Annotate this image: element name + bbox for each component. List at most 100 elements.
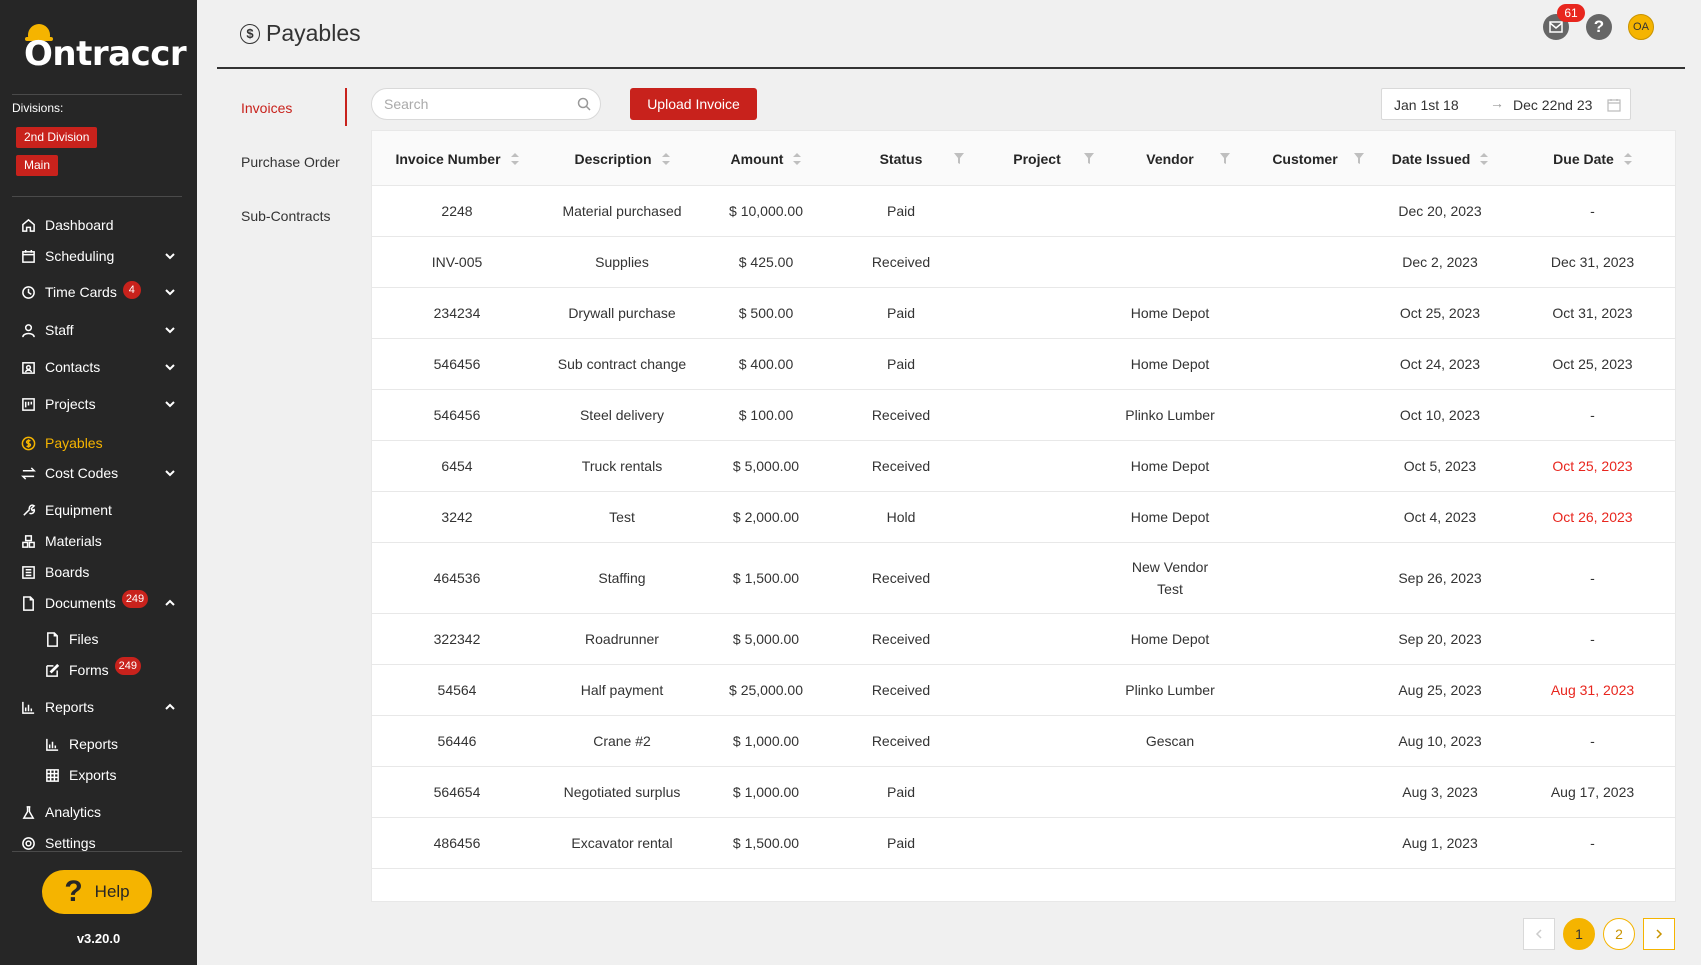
- table-row[interactable]: 486456 Excavator rental $ 1,500.00 Paid Aug …: [372, 818, 1675, 869]
- column-header[interactable]: Status: [830, 131, 972, 186]
- sidebar-item-projects[interactable]: Projects: [20, 392, 185, 416]
- sidebar-item-equipment[interactable]: Equipment: [20, 498, 185, 522]
- filter-icon[interactable]: [1084, 153, 1094, 164]
- table-row[interactable]: 546456 Sub contract change $ 400.00 Paid Hom…: [372, 339, 1675, 390]
- upload-invoice-button[interactable]: Upload Invoice: [630, 88, 757, 120]
- sidebar-item-scheduling[interactable]: Scheduling: [20, 244, 185, 268]
- sort-icon[interactable]: [661, 152, 670, 165]
- sort-icon[interactable]: [793, 152, 802, 165]
- cell-amount: $ 1,000.00: [732, 784, 800, 800]
- column-header-label: Invoice Number: [395, 150, 501, 167]
- sidebar-item-exports[interactable]: Exports: [44, 763, 185, 787]
- division-tag[interactable]: Main: [16, 155, 59, 176]
- column-header[interactable]: Due Date: [1508, 131, 1675, 186]
- cell-customer: [1238, 339, 1372, 389]
- cell-due: -: [1590, 631, 1595, 647]
- tab-invoices[interactable]: Invoices: [241, 100, 293, 116]
- chevron-down-icon[interactable]: [163, 285, 177, 299]
- column-header[interactable]: Description: [542, 131, 702, 186]
- sidebar-item-time-cards[interactable]: Time Cards 4: [20, 280, 185, 304]
- chevron-down-icon[interactable]: [163, 360, 177, 374]
- cell-project: [972, 665, 1102, 715]
- division-tag[interactable]: 2nd Division: [16, 127, 98, 148]
- table-row[interactable]: INV-005 Supplies $ 425.00 Received Dec 2, 20…: [372, 237, 1675, 288]
- column-header[interactable]: Vendor: [1102, 131, 1238, 186]
- cell-due: -: [1590, 407, 1595, 423]
- column-header[interactable]: Project: [972, 131, 1102, 186]
- chevron-down-icon[interactable]: [163, 466, 177, 480]
- sidebar-item-dashboard[interactable]: Dashboard: [20, 213, 185, 237]
- filter-icon[interactable]: [1354, 153, 1364, 164]
- file-icon: [44, 631, 60, 647]
- next-page-button[interactable]: [1643, 918, 1675, 950]
- search-icon[interactable]: [576, 96, 592, 112]
- table-row[interactable]: 546456 Steel delivery $ 100.00 Received Plin…: [372, 390, 1675, 441]
- sort-icon[interactable]: [1623, 152, 1632, 165]
- column-header[interactable]: Invoice Number: [372, 131, 542, 186]
- table-row[interactable]: 56446 Crane #2 $ 1,000.00 Received Gescan Aug…: [372, 716, 1675, 767]
- column-header-label: Customer: [1272, 150, 1338, 167]
- sidebar-item-files[interactable]: Files: [44, 627, 185, 651]
- page-2-button[interactable]: 2: [1603, 918, 1635, 950]
- cell-due: Aug 17, 2023: [1550, 784, 1635, 800]
- sidebar-item-cost-codes[interactable]: Cost Codes: [20, 461, 185, 485]
- sidebar-item-payables[interactable]: Payables: [20, 431, 185, 455]
- prev-page-button[interactable]: [1523, 918, 1555, 950]
- sidebar-item-reports-sub[interactable]: Reports: [44, 732, 185, 756]
- cell-customer: [1238, 288, 1372, 338]
- version-label: v3.20.0: [76, 931, 121, 946]
- sort-icon[interactable]: [510, 152, 519, 165]
- cell-amount: $ 2,000.00: [732, 509, 800, 525]
- tab-sub-contracts[interactable]: Sub-Contracts: [241, 208, 331, 224]
- cell-description: Negotiated surplus: [563, 784, 681, 800]
- table-row[interactable]: 234234 Drywall purchase $ 500.00 Paid Home D…: [372, 288, 1675, 339]
- chevron-up-icon[interactable]: [163, 700, 177, 714]
- sidebar-item-analytics[interactable]: Analytics: [20, 800, 185, 824]
- cell-issued: Dec 2, 2023: [1402, 254, 1478, 270]
- table-row[interactable]: 54564 Half payment $ 25,000.00 Received Plin…: [372, 665, 1675, 716]
- table-row[interactable]: 464536 Staffing $ 1,500.00 Received New Vend…: [372, 543, 1675, 614]
- chevron-down-icon[interactable]: [163, 397, 177, 411]
- chevron-up-icon[interactable]: [163, 596, 177, 610]
- help-icon[interactable]: ?: [1586, 14, 1612, 40]
- tab-purchase-order[interactable]: Purchase Order: [241, 154, 340, 170]
- column-header[interactable]: Customer: [1238, 131, 1372, 186]
- active-tab-indicator: [345, 88, 347, 126]
- column-header[interactable]: Date Issued: [1372, 131, 1508, 186]
- logo[interactable]: Ontraccr: [24, 22, 187, 74]
- table-row[interactable]: 3242 Test $ 2,000.00 Hold Home Depot Oct 4, 2…: [372, 492, 1675, 543]
- chevron-down-icon[interactable]: [163, 249, 177, 263]
- column-header[interactable]: Amount: [702, 131, 830, 186]
- table-row[interactable]: 322342 Roadrunner $ 5,000.00 Received Home D…: [372, 614, 1675, 665]
- date-end[interactable]: Dec 22nd 23: [1513, 97, 1593, 113]
- chevron-down-icon[interactable]: [163, 323, 177, 337]
- date-start[interactable]: Jan 1st 18: [1394, 97, 1459, 113]
- sidebar-item-forms[interactable]: Forms 249: [44, 657, 185, 682]
- cell-number: 6454: [441, 458, 473, 474]
- filter-icon[interactable]: [954, 153, 964, 164]
- cell-customer: [1238, 818, 1372, 868]
- cell-vendor: Gescan: [1145, 733, 1195, 749]
- help-label: Help: [94, 882, 130, 901]
- sidebar-item-documents[interactable]: Documents 249: [20, 590, 185, 615]
- sidebar-item-boards[interactable]: Boards: [20, 560, 185, 584]
- sidebar-item-reports[interactable]: Reports: [20, 695, 185, 719]
- date-range-picker[interactable]: Jan 1st 18 → Dec 22nd 23: [1381, 88, 1631, 120]
- filter-icon[interactable]: [1220, 153, 1230, 164]
- sidebar-item-settings[interactable]: Settings: [20, 831, 185, 855]
- sidebar-item-staff[interactable]: Staff: [20, 318, 185, 342]
- boxes-icon: [20, 533, 36, 549]
- search-input[interactable]: [371, 88, 601, 120]
- hardhat-icon: [25, 24, 53, 41]
- sort-icon[interactable]: [1480, 152, 1489, 165]
- cell-description: Drywall purchase: [568, 305, 676, 321]
- table-row[interactable]: 564654 Negotiated surplus $ 1,000.00 Paid Au…: [372, 767, 1675, 818]
- cell-customer: [1238, 441, 1372, 491]
- table-row[interactable]: 2248 Material purchased $ 10,000.00 Paid Dec…: [372, 186, 1675, 237]
- avatar[interactable]: OA: [1628, 14, 1654, 40]
- sidebar-item-materials[interactable]: Materials: [20, 529, 185, 553]
- sidebar-item-contacts[interactable]: Contacts: [20, 355, 185, 379]
- page-1-button[interactable]: 1: [1563, 918, 1595, 950]
- help-button[interactable]: ? Help: [42, 870, 152, 914]
- table-row[interactable]: 6454 Truck rentals $ 5,000.00 Received Home …: [372, 441, 1675, 492]
